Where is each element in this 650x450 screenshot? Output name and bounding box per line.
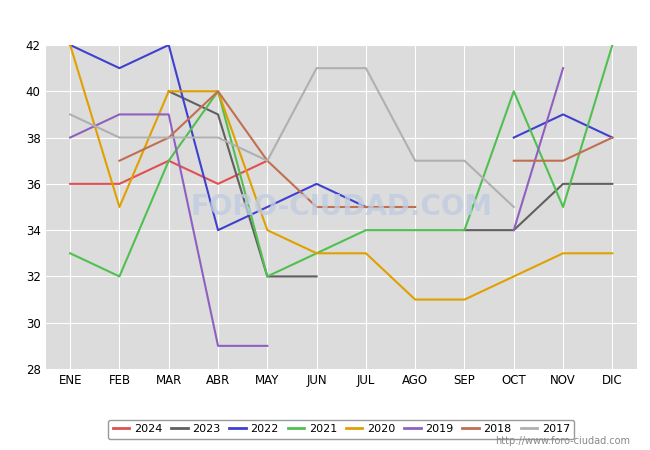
2018 — [362, 204, 370, 210]
2024 — [66, 181, 74, 187]
2017 — [362, 65, 370, 71]
2018 — [411, 204, 419, 210]
2023 — [313, 274, 320, 279]
2020 — [461, 297, 469, 302]
2021 — [559, 204, 567, 210]
2021 — [66, 251, 74, 256]
Text: FORO-CIUDAD.COM: FORO-CIUDAD.COM — [190, 193, 492, 221]
2021 — [116, 274, 124, 279]
2017 — [214, 135, 222, 140]
Line: 2023: 2023 — [169, 91, 317, 276]
2020 — [165, 89, 173, 94]
2017 — [461, 158, 469, 163]
2021 — [313, 251, 320, 256]
Line: 2017: 2017 — [70, 68, 514, 207]
2023 — [263, 274, 271, 279]
2018 — [165, 135, 173, 140]
Legend: 2024, 2023, 2022, 2021, 2020, 2019, 2018, 2017: 2024, 2023, 2022, 2021, 2020, 2019, 2018… — [108, 420, 575, 439]
2024 — [263, 158, 271, 163]
2022 — [313, 181, 320, 187]
2018 — [214, 89, 222, 94]
2017 — [411, 158, 419, 163]
2019 — [214, 343, 222, 349]
2021 — [165, 158, 173, 163]
2018 — [116, 158, 124, 163]
2018 — [263, 158, 271, 163]
2019 — [263, 343, 271, 349]
Line: 2024: 2024 — [70, 161, 267, 184]
2017 — [313, 65, 320, 71]
2020 — [263, 227, 271, 233]
2017 — [116, 135, 124, 140]
2021 — [362, 227, 370, 233]
2022 — [214, 227, 222, 233]
Text: Afiliados en Tormos a 31/5/2024: Afiliados en Tormos a 31/5/2024 — [180, 7, 470, 25]
Line: 2020: 2020 — [70, 45, 612, 300]
Line: 2018: 2018 — [120, 91, 415, 207]
2018 — [313, 204, 320, 210]
2017 — [263, 158, 271, 163]
2022 — [165, 42, 173, 48]
2020 — [411, 297, 419, 302]
2019 — [116, 112, 124, 117]
2021 — [461, 227, 469, 233]
2020 — [116, 204, 124, 210]
2024 — [214, 181, 222, 187]
2024 — [165, 158, 173, 163]
2021 — [608, 42, 616, 48]
2022 — [66, 42, 74, 48]
2021 — [411, 227, 419, 233]
2019 — [66, 135, 74, 140]
2022 — [116, 65, 124, 71]
2020 — [66, 42, 74, 48]
2019 — [165, 112, 173, 117]
2022 — [263, 204, 271, 210]
2024 — [116, 181, 124, 187]
2021 — [263, 274, 271, 279]
2022 — [362, 204, 370, 210]
2023 — [165, 89, 173, 94]
2017 — [66, 112, 74, 117]
2020 — [608, 251, 616, 256]
2020 — [214, 89, 222, 94]
2020 — [559, 251, 567, 256]
Text: http://www.foro-ciudad.com: http://www.foro-ciudad.com — [495, 436, 630, 446]
2023 — [214, 112, 222, 117]
2020 — [510, 274, 517, 279]
Line: 2022: 2022 — [70, 45, 366, 230]
Line: 2021: 2021 — [70, 45, 612, 276]
2021 — [510, 89, 517, 94]
2017 — [510, 204, 517, 210]
2021 — [214, 89, 222, 94]
2020 — [362, 251, 370, 256]
2020 — [313, 251, 320, 256]
2017 — [165, 135, 173, 140]
Line: 2019: 2019 — [70, 114, 267, 346]
